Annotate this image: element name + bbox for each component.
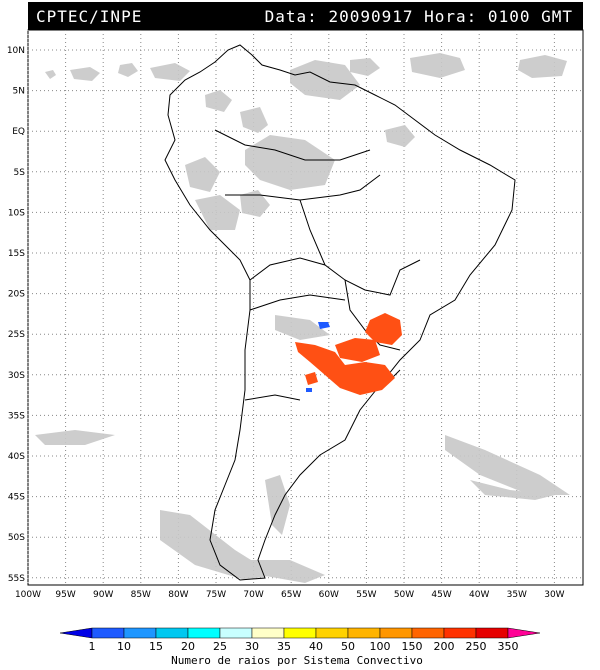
lon-label: 50W <box>394 590 414 600</box>
lon-label: 85W <box>131 590 151 600</box>
legend-label: 150 <box>402 640 423 653</box>
lon-label: 45W <box>431 590 451 600</box>
lon-label: 70W <box>243 590 263 600</box>
lon-label: 95W <box>55 590 75 600</box>
lat-label: EQ <box>12 127 25 137</box>
lat-label: 50S <box>8 533 25 543</box>
latitude-labels: 10N 5N EQ 5S 10S 15S 20S 25S 30S 35S 40S 45S 50S 55S <box>7 46 25 584</box>
lat-label: 55S <box>8 574 25 584</box>
lat-label: 25S <box>8 330 25 340</box>
legend-label: 40 <box>309 640 323 653</box>
longitude-labels: 100W 95W 90W 85W 80W 75W 70W 65W 60W 55W 50W 45W 40W… <box>15 590 565 600</box>
legend-label: 200 <box>434 640 455 653</box>
legend-swatch <box>123 627 157 639</box>
legend-label: 25 <box>213 640 227 653</box>
legend-swatch <box>251 627 285 639</box>
lon-label: 60W <box>319 590 339 600</box>
lon-label: 80W <box>168 590 188 600</box>
legend-label: 250 <box>466 640 487 653</box>
colorbar-legend: 1 10 15 20 25 30 35 40 50 100 150 200 250 350 <box>59 627 541 653</box>
lon-label: 90W <box>93 590 113 600</box>
cloud-cover <box>35 53 570 583</box>
legend-label: 35 <box>277 640 291 653</box>
map-frame <box>27 29 584 586</box>
legend-label: 10 <box>117 640 131 653</box>
legend-label: 20 <box>181 640 195 653</box>
lon-label: 65W <box>281 590 301 600</box>
legend-swatch <box>155 627 189 639</box>
legend-swatch <box>283 627 317 639</box>
lon-label: 30W <box>544 590 564 600</box>
map-header: CPTEC/INPE Data: 20090917 Hora: 0100 GMT <box>28 2 583 30</box>
lat-label: 40S <box>8 452 25 462</box>
source-label: CPTEC/INPE <box>36 7 143 26</box>
lon-label: 35W <box>507 590 527 600</box>
lon-label: 55W <box>356 590 376 600</box>
legend-swatch <box>379 627 413 639</box>
legend-swatch <box>187 627 221 639</box>
lon-label: 40W <box>469 590 489 600</box>
lat-label: 45S <box>8 493 25 503</box>
legend-swatch <box>475 627 509 639</box>
legend-swatch <box>443 627 477 639</box>
legend-label: 350 <box>498 640 519 653</box>
datetime-label: Data: 20090917 Hora: 0100 GMT <box>264 7 573 26</box>
lat-label: 5N <box>13 87 25 97</box>
lat-label: 15S <box>8 249 25 259</box>
legend-label: 30 <box>245 640 259 653</box>
legend-swatch <box>59 627 93 639</box>
lat-label: 20S <box>8 290 25 300</box>
legend-label: 50 <box>341 640 355 653</box>
lat-label: 35S <box>8 411 25 421</box>
legend-swatch <box>347 627 381 639</box>
lat-label: 10N <box>7 46 25 56</box>
legend-swatch <box>315 627 349 639</box>
low-count-cells <box>306 322 330 392</box>
legend-title: Numero de raios por Sistema Convectivo <box>171 654 423 667</box>
lat-label: 10S <box>8 208 25 218</box>
legend-swatch <box>411 627 445 639</box>
lon-label: 75W <box>206 590 226 600</box>
legend-label: 15 <box>149 640 163 653</box>
lat-label: 5S <box>14 168 26 178</box>
legend-label: 100 <box>370 640 391 653</box>
lightning-activity <box>295 313 402 395</box>
lat-label: 30S <box>8 371 25 381</box>
legend-swatch <box>507 627 541 639</box>
legend-swatch <box>219 627 253 639</box>
lon-label: 100W <box>15 590 41 600</box>
legend-label: 1 <box>89 640 96 653</box>
legend-swatch <box>91 627 125 639</box>
